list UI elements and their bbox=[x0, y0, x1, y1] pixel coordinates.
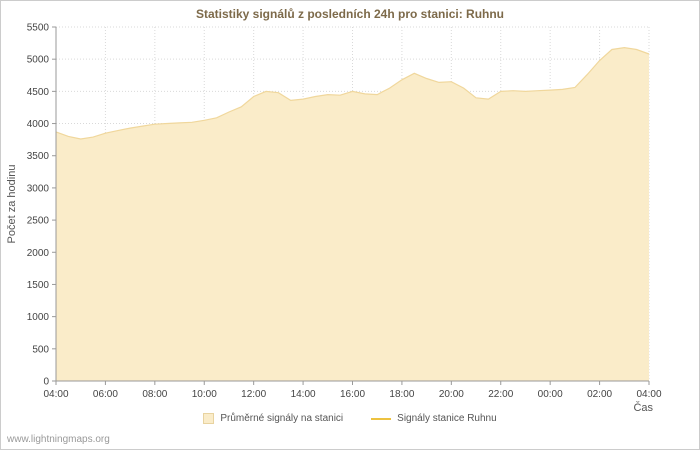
y-tick-label: 500 bbox=[32, 344, 49, 355]
x-tick-label: 18:00 bbox=[389, 389, 414, 400]
x-tick-label: 08:00 bbox=[142, 389, 167, 400]
y-tick-label: 5500 bbox=[27, 23, 50, 34]
area-fill bbox=[56, 47, 649, 381]
legend-item-average: Průměrné signály na stanici bbox=[203, 413, 343, 424]
y-tick-label: 2500 bbox=[27, 216, 50, 227]
x-tick-label: 12:00 bbox=[241, 389, 266, 400]
line-swatch-icon bbox=[371, 417, 392, 420]
x-tick-label: 00:00 bbox=[538, 389, 563, 400]
legend-label-average: Průměrné signály na stanici bbox=[220, 413, 344, 424]
area-swatch-icon bbox=[203, 413, 215, 424]
x-tick-label: 04:00 bbox=[43, 389, 68, 400]
legend-item-station: Signály stanice Ruhnu bbox=[371, 413, 497, 424]
chart-legend: Průměrné signály na stanici Signály stan… bbox=[1, 413, 699, 424]
watermark-link[interactable]: www.lightningmaps.org bbox=[7, 434, 110, 445]
area-outline bbox=[55, 46, 650, 140]
y-tick-label: 4000 bbox=[27, 119, 50, 130]
y-tick-label: 2000 bbox=[27, 248, 50, 259]
chart-title: Statistiky signálů z posledních 24h pro … bbox=[195, 7, 505, 21]
x-tick-label: 06:00 bbox=[93, 389, 118, 400]
y-tick-label: 5000 bbox=[27, 55, 50, 66]
y-tick-label: 1500 bbox=[27, 280, 50, 291]
x-tick-label: 20:00 bbox=[439, 389, 464, 400]
y-tick-label: 0 bbox=[43, 377, 49, 388]
x-tick-label: 16:00 bbox=[340, 389, 365, 400]
x-tick-label: 04:00 bbox=[636, 389, 661, 400]
y-tick-label: 4500 bbox=[27, 87, 50, 98]
x-tick-label: 02:00 bbox=[587, 389, 612, 400]
y-tick-label: 3500 bbox=[27, 151, 50, 162]
legend-label-station: Signály stanice Ruhnu bbox=[397, 413, 497, 424]
y-axis-label: Počet za hodinu bbox=[6, 165, 18, 244]
x-axis-label: Čas bbox=[633, 401, 653, 414]
y-tick-label: 3000 bbox=[27, 183, 50, 194]
y-tick-label: 1000 bbox=[27, 312, 50, 323]
x-tick-label: 14:00 bbox=[291, 389, 316, 400]
x-tick-label: 10:00 bbox=[192, 389, 217, 400]
x-tick-label: 22:00 bbox=[488, 389, 513, 400]
